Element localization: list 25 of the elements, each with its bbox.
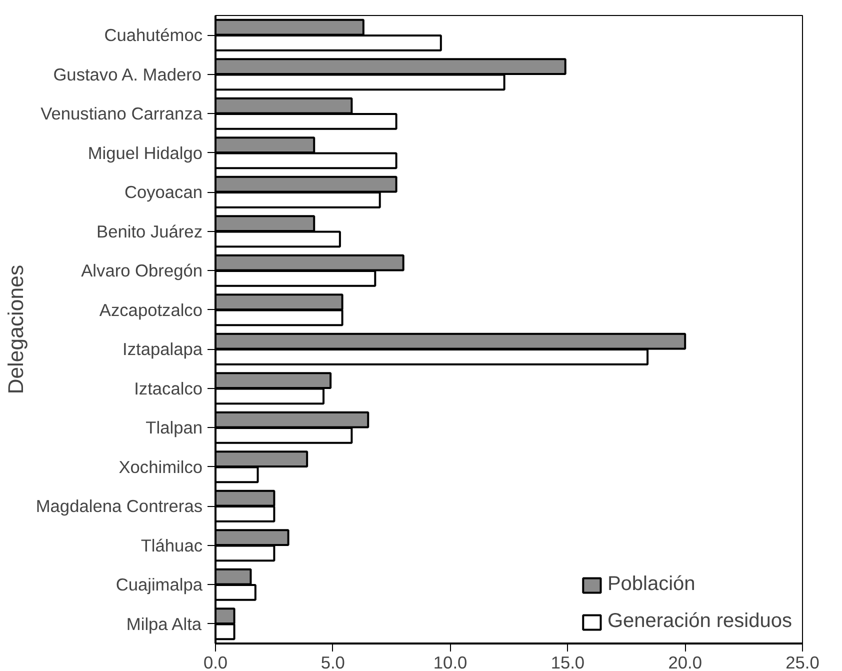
y-tick-label: Cuajimalpa <box>116 574 203 595</box>
y-tick-label: Alvaro Obregón <box>81 260 203 281</box>
legend-label: Generación residuos <box>607 610 792 633</box>
x-tick-label: 20.0 <box>668 652 702 671</box>
y-tick-label: Tlalpan <box>146 418 203 438</box>
y-tick-label: Coyoacan <box>124 182 203 202</box>
y-tick-label: Milpa Alta <box>126 614 202 634</box>
x-tick-label: 15.0 <box>550 652 585 671</box>
x-tick-label: 25.0 <box>786 652 820 671</box>
y-tick-label: Miguel Hidalgo <box>88 142 203 163</box>
y-tick-label: Benito Juárez <box>96 221 203 242</box>
legend-label: Población <box>607 573 696 596</box>
y-tick-label: Tláhuac <box>140 535 203 556</box>
x-tick-label: 10.0 <box>433 652 468 671</box>
y-tick-label: Iztacalco <box>134 378 203 398</box>
y-axis-title: Delegaciones <box>4 264 28 394</box>
x-tick-label: 5.0 <box>320 652 345 671</box>
y-tick-label: Magdalena Contreras <box>36 496 203 516</box>
y-tick-label: Iztapalapa <box>122 339 203 360</box>
y-tick-label: Gustavo A. Madero <box>53 64 202 84</box>
y-tick-label: Azcapotzalco <box>99 300 203 320</box>
y-tick-label: Xochimilco <box>118 456 202 477</box>
y-tick-label: Cuahutémoc <box>104 25 203 46</box>
y-tick-label: Venustiano Carranza <box>40 104 203 124</box>
x-tick-label: 0.0 <box>203 652 228 671</box>
